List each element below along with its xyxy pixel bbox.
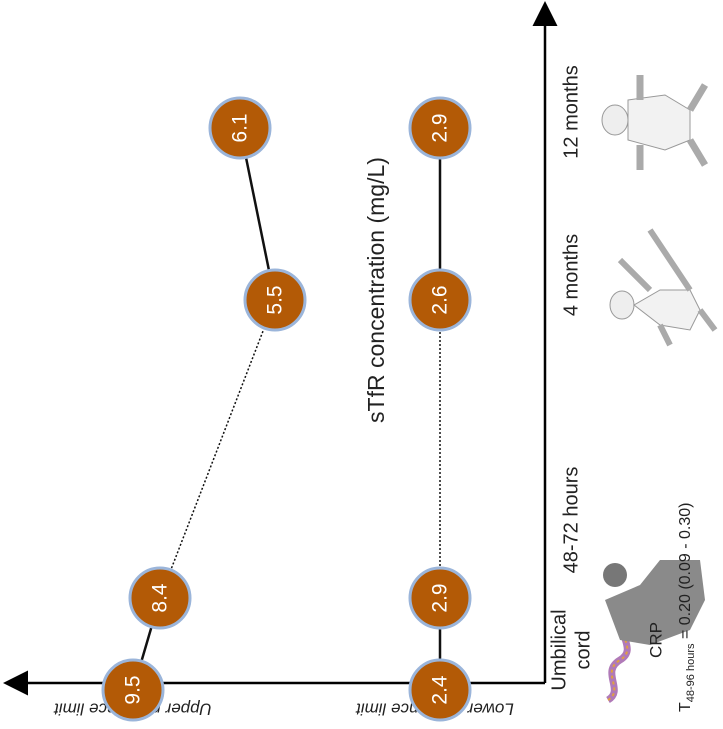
node-value: 9.5 [122,675,145,704]
baby-icon [617,228,718,347]
node-value: 2.4 [429,675,452,705]
node-circle [243,268,307,332]
node-value: 2.9 [429,583,452,612]
mother-baby-icon [603,563,627,587]
crp-subscript: 48-96 hours [685,643,697,702]
node-circle [408,96,472,160]
time-label: Umbilical [548,609,570,690]
node: 8.4 [128,566,192,630]
node: 2.4 [408,658,472,722]
crp-symbol: T [677,702,694,712]
crp-text: = 0.20 (0.09 - 0.30) [677,503,694,644]
node: 6.1 [208,96,272,160]
mother-baby-icon [605,560,705,645]
node-value: 8.4 [149,583,172,613]
node-value: 5.5 [264,285,287,314]
node: 2.9 [408,96,472,160]
node-circle [408,268,472,332]
node-circle [101,658,165,722]
node: 5.5 [243,268,307,332]
baby-icon [633,289,701,331]
axis-title: sTfR concentration (mg/L) [363,157,389,423]
time-label: 12 months [560,65,582,158]
baby-icon [627,94,691,151]
time-label: 48-72 hours [560,467,582,574]
node: 2.9 [408,566,472,630]
node-value: 2.9 [429,113,452,142]
time-label: 4 months [560,234,582,316]
connector [159,299,276,599]
crp-label: CRP [646,622,665,658]
node: 9.5 [101,658,165,722]
node-value: 6.1 [229,113,252,142]
baby-icon [601,104,629,136]
node: 2.6 [408,268,472,332]
node-value: 2.6 [429,285,452,314]
node-circle [408,658,472,722]
crp-value: T48-96 hours = 0.20 (0.09 - 0.30) [677,503,697,712]
baby-icon [609,290,635,320]
node-circle [208,96,272,160]
node-circle [128,566,192,630]
node-circle [408,566,472,630]
time-label: cord [572,631,594,670]
baby-icon [636,75,709,170]
